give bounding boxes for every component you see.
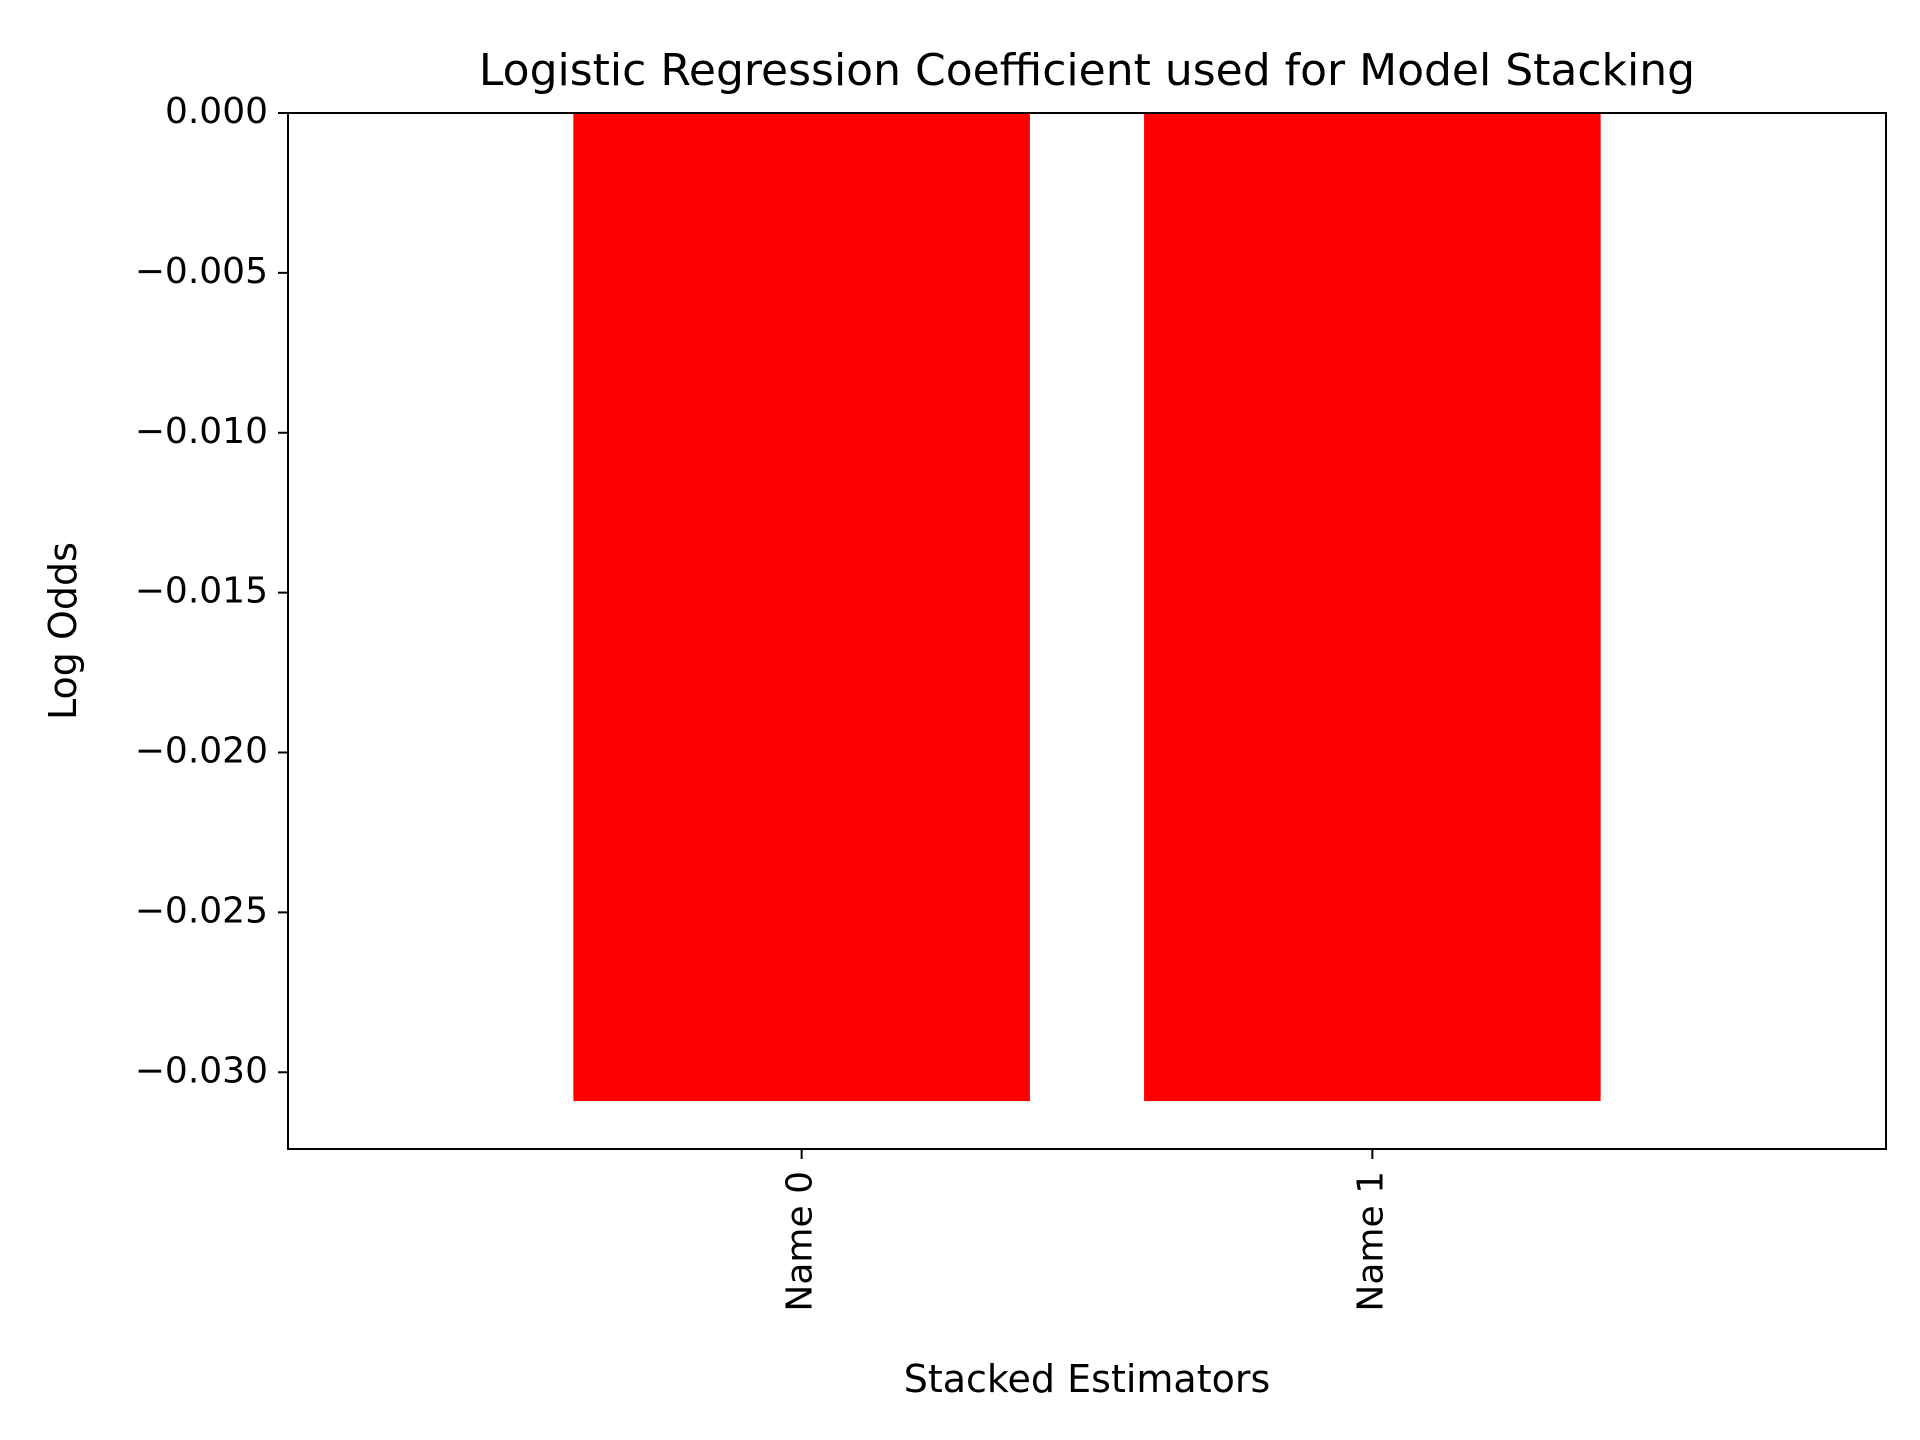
chart-title: Logistic Regression Coefficient used for…	[479, 45, 1695, 96]
bars	[573, 113, 1601, 1102]
y-tick-label: −0.015	[135, 571, 268, 612]
x-tick-label: Name 1	[1350, 1171, 1391, 1312]
y-tick-label: 0.000	[165, 91, 268, 132]
y-tick-label: −0.030	[135, 1050, 268, 1091]
y-tick-label: −0.010	[135, 411, 268, 452]
x-axis-label: Stacked Estimators	[904, 1357, 1271, 1401]
ticks: 0.000 −0.005 −0.010 −0.015 −0.020 −0.025 −0.03…	[135, 91, 1392, 1312]
bar-name-1	[1144, 113, 1601, 1102]
y-tick-label: −0.025	[135, 890, 268, 931]
y-tick-label: −0.020	[135, 731, 268, 772]
y-tick-label: −0.005	[135, 251, 268, 292]
plot-frame	[287, 112, 1887, 1150]
bar-name-0	[573, 113, 1030, 1102]
y-axis-label: Log Odds	[41, 542, 85, 720]
x-tick-label: Name 0	[780, 1171, 821, 1312]
